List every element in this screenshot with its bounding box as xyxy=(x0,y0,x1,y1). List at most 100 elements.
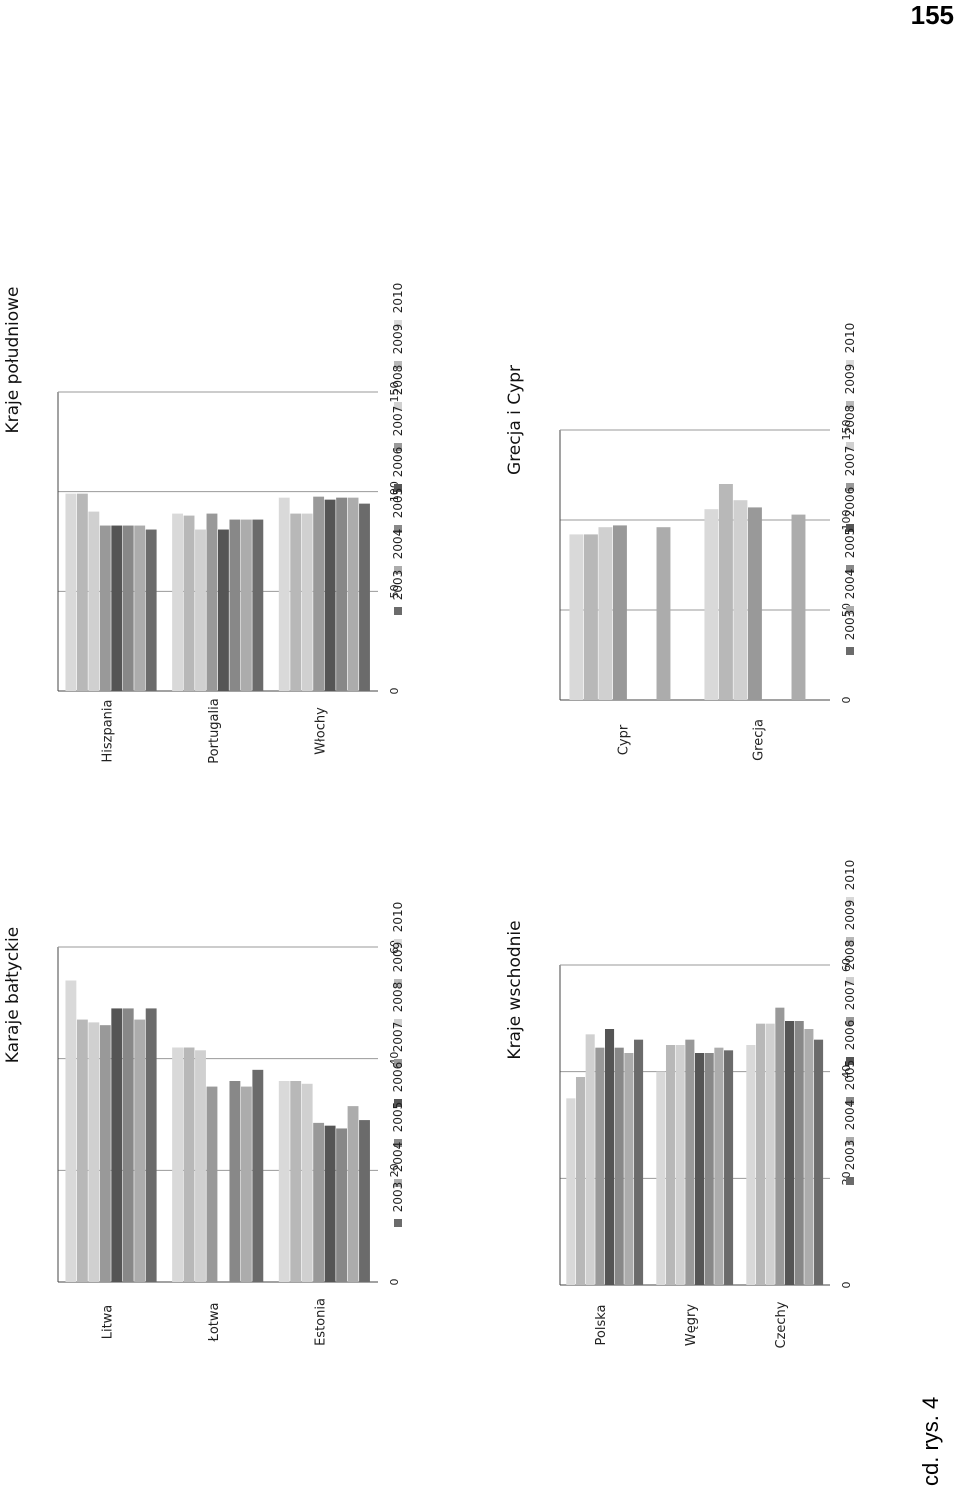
bar xyxy=(229,519,241,691)
bar xyxy=(172,1047,183,1282)
legend-label: 2007 xyxy=(391,406,405,437)
legend-label: 2007 xyxy=(843,446,857,477)
bar xyxy=(76,493,88,691)
legend-swatch xyxy=(394,1219,402,1227)
legend-swatch xyxy=(394,566,402,574)
legend-label: 2004 xyxy=(843,1100,857,1131)
legend-label: 2007 xyxy=(843,980,857,1011)
legend-label: 2005 xyxy=(843,1060,857,1091)
bar xyxy=(229,1081,241,1282)
legend-label: 2008 xyxy=(391,365,405,396)
bar xyxy=(134,525,146,691)
category-label: Grecja xyxy=(752,719,767,761)
bar xyxy=(794,1021,804,1285)
bar xyxy=(145,1008,157,1282)
legend-swatch xyxy=(394,361,402,369)
legend-swatch xyxy=(394,939,402,947)
category-label: Estonia xyxy=(314,1298,329,1346)
chart-greece-cyprus: Grecja i Cypr050100150CyprGrecja20102009… xyxy=(505,323,857,761)
legend-swatch xyxy=(394,443,402,451)
bar xyxy=(195,1050,206,1282)
bar xyxy=(347,497,359,691)
legend-label: 2005 xyxy=(843,528,857,559)
legend-label: 2004 xyxy=(391,529,405,560)
bar xyxy=(122,525,134,691)
bar xyxy=(634,1039,644,1285)
legend-label: 2006 xyxy=(391,1062,405,1093)
bar xyxy=(218,529,229,691)
category-label: Włochy xyxy=(314,707,329,755)
legend-swatch xyxy=(846,360,854,368)
bar xyxy=(704,509,719,700)
legend-label: 2010 xyxy=(843,860,857,891)
bar xyxy=(704,1053,714,1285)
bar xyxy=(290,513,302,691)
legend-label: 2010 xyxy=(391,902,405,933)
legend-swatch xyxy=(846,401,854,409)
category-label: Hiszpania xyxy=(100,699,115,762)
bar xyxy=(183,1047,195,1282)
legend-swatch xyxy=(846,606,854,614)
bar xyxy=(301,513,313,691)
legend-swatch xyxy=(394,320,402,328)
tick-label: 50 xyxy=(388,584,401,598)
legend-label: 2006 xyxy=(843,487,857,518)
bar xyxy=(301,1083,313,1282)
category-label: Węgry xyxy=(684,1304,699,1346)
legend-swatch xyxy=(846,647,854,655)
bar xyxy=(595,1047,605,1285)
legend-swatch xyxy=(846,1177,854,1185)
category-label: Portugalia xyxy=(207,698,222,763)
legend-label: 2005 xyxy=(391,488,405,519)
tick-label: 40 xyxy=(840,1065,853,1079)
chart-title: Grecja i Cypr xyxy=(505,365,525,475)
legend-label: 2004 xyxy=(391,1142,405,1173)
bar xyxy=(99,525,111,691)
bar xyxy=(195,529,206,691)
category-label: Łotwa xyxy=(207,1303,222,1343)
bar xyxy=(65,493,77,691)
bar xyxy=(172,513,183,691)
bar xyxy=(145,529,157,691)
legend-label: 2003 xyxy=(843,1140,857,1171)
legend-label: 2009 xyxy=(843,364,857,395)
bar xyxy=(122,1008,134,1282)
bar xyxy=(252,1069,264,1282)
bar xyxy=(65,980,77,1282)
bar xyxy=(746,1045,756,1285)
legend-swatch xyxy=(394,402,402,410)
legend-swatch xyxy=(394,979,402,987)
bar xyxy=(252,519,264,691)
page-number: 155 xyxy=(910,0,954,30)
bar xyxy=(575,1077,586,1285)
tick-label: 20 xyxy=(388,1163,401,1177)
bar xyxy=(347,1106,359,1282)
bar xyxy=(714,1047,724,1285)
bar xyxy=(206,513,218,691)
legend-label: 2003 xyxy=(843,610,857,641)
bar xyxy=(566,1098,576,1285)
tick-label: 0 xyxy=(840,1282,853,1289)
legend-swatch xyxy=(394,1179,402,1187)
legend-swatch xyxy=(846,524,854,532)
chart-southern-countries: Kraje południowe050100150HiszpaniaPortug… xyxy=(3,283,405,764)
bar xyxy=(755,1023,766,1285)
legend-swatch xyxy=(846,977,854,985)
bar xyxy=(569,534,584,700)
tick-label: 150 xyxy=(388,382,401,403)
bar xyxy=(614,1047,624,1285)
category-label: Polska xyxy=(594,1305,609,1346)
legend-swatch xyxy=(846,565,854,573)
bar xyxy=(99,1025,111,1282)
bar xyxy=(814,1039,824,1285)
legend-swatch xyxy=(846,1057,854,1065)
legend-label: 2009 xyxy=(843,900,857,931)
bar xyxy=(765,1023,775,1285)
bar xyxy=(804,1029,814,1285)
bar xyxy=(240,1086,252,1282)
bar xyxy=(359,1120,370,1282)
bar xyxy=(336,1128,347,1282)
bar xyxy=(240,519,252,691)
category-label: Litwa xyxy=(100,1305,115,1340)
tick-label: 0 xyxy=(840,697,853,704)
